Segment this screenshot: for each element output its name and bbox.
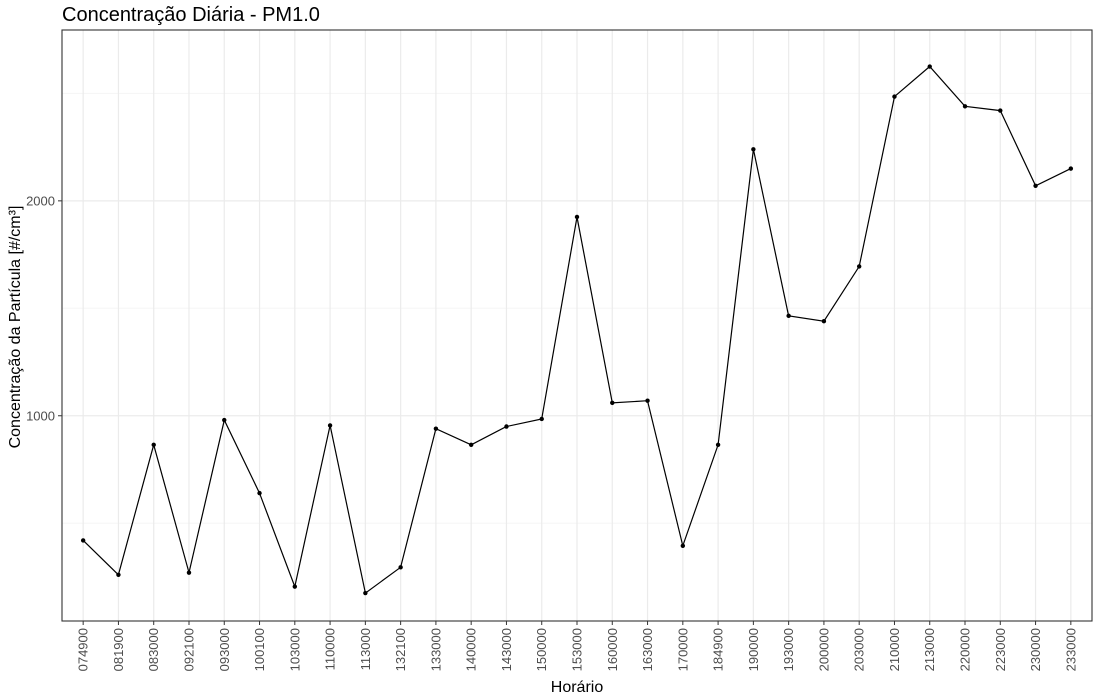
y-tick-label: 1000: [26, 408, 55, 423]
data-point: [186, 570, 192, 575]
data-point: [856, 264, 862, 269]
data-point: [821, 319, 827, 324]
x-tick-label: 074900: [76, 628, 91, 671]
x-tick-label: 213000: [922, 628, 937, 671]
y-tick-label: 2000: [26, 193, 55, 208]
x-tick-label: 143000: [499, 628, 514, 671]
data-point: [80, 538, 86, 543]
data-point: [1068, 166, 1074, 171]
x-tick-label: 133000: [428, 628, 443, 671]
data-point: [327, 423, 333, 428]
x-tick-label: 103000: [287, 628, 302, 671]
data-point: [398, 565, 403, 570]
data-point: [927, 64, 932, 69]
axes-layer: 1000 2000 074900 081900 083000 092100 093000 10…: [26, 29, 1093, 671]
chart-title: Concentração Diária - PM1.0: [62, 4, 320, 26]
x-tick-label: 223000: [993, 628, 1008, 671]
x-tick-label: 184900: [711, 628, 726, 671]
grid-layer: [62, 30, 1092, 621]
x-tick-label: 140000: [464, 628, 479, 671]
x-tick-label: 190000: [746, 628, 761, 671]
data-point: [680, 543, 686, 548]
x-tick-label: 132100: [393, 628, 408, 671]
data-point: [363, 590, 368, 596]
data-point: [116, 572, 121, 577]
data-point: [292, 584, 298, 589]
x-tick-label: 092100: [181, 628, 196, 671]
x-tick-label: 081900: [111, 628, 126, 671]
x-tick-label: 083000: [146, 628, 161, 671]
data-point: [892, 94, 897, 99]
data-point: [468, 442, 474, 447]
x-axis-title: Horário: [551, 679, 604, 696]
x-tick-label: 110000: [323, 628, 338, 670]
x-tick-label: 230000: [1028, 628, 1043, 671]
data-point: [539, 416, 544, 422]
x-tick-label: 163000: [640, 628, 655, 671]
x-tick-label: 193000: [781, 628, 796, 671]
y-axis-title: Concentração da Partícula [#/cm³]: [7, 206, 24, 449]
x-tick-label: 153000: [570, 628, 585, 671]
data-point: [786, 313, 791, 319]
data-point: [998, 108, 1003, 113]
x-tick-label: 210000: [887, 628, 902, 671]
data-point: [1033, 183, 1038, 189]
data-point: [222, 417, 227, 423]
data-point: [715, 442, 721, 447]
data-point: [751, 147, 756, 152]
data-point: [610, 400, 615, 406]
x-tick-label: 160000: [605, 628, 620, 671]
x-tick-label: 200000: [816, 628, 831, 671]
series-layer: [80, 64, 1074, 596]
x-tick-label: 220000: [958, 628, 973, 671]
data-point: [257, 490, 262, 496]
data-point: [574, 214, 580, 220]
data-point: [962, 104, 968, 109]
x-tick-label: 150000: [534, 628, 549, 671]
data-point: [645, 398, 650, 403]
data-point: [504, 424, 509, 429]
data-point: [151, 442, 156, 447]
x-tick-label: 233000: [1063, 628, 1078, 671]
x-tick-label: 203000: [852, 628, 867, 671]
x-tick-label: 113000: [358, 628, 373, 670]
data-point: [433, 426, 439, 431]
x-tick-label: 093000: [217, 628, 232, 671]
x-tick-label: 170000: [675, 628, 690, 671]
x-tick-label: 100100: [252, 628, 267, 671]
